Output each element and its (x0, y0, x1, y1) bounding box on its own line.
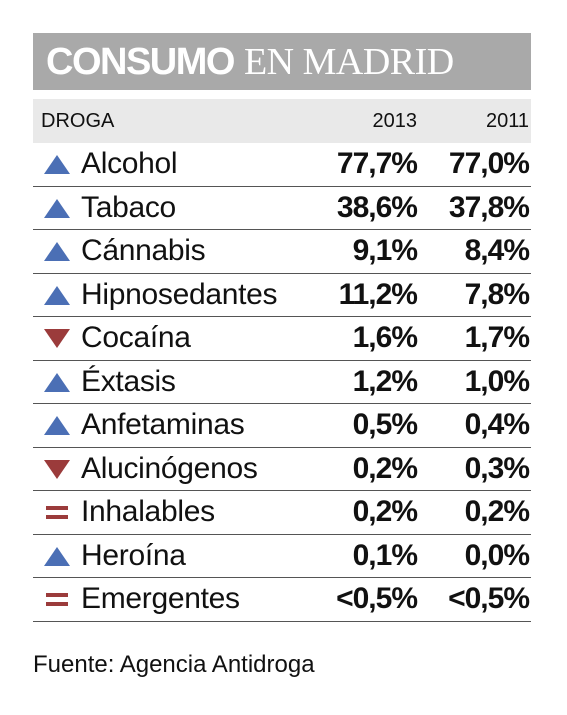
value-2011: 8,4% (464, 234, 530, 268)
trend-indicator (33, 500, 81, 524)
trend-indicator (33, 239, 81, 263)
value-2011: 1,0% (464, 364, 530, 398)
up-triangle-icon (44, 416, 70, 436)
header-2013: 2013 (372, 109, 418, 132)
drug-name: Emergentes (81, 582, 240, 616)
value-2011: 37,8% (448, 190, 530, 224)
value-2011: 0,3% (464, 451, 530, 485)
value-2013: 38,6% (336, 190, 418, 224)
table-row: Éxtasis 1,2% 1,0% (33, 361, 531, 404)
value-2013: 1,6% (352, 321, 418, 355)
value-2011: 0,2% (464, 495, 530, 529)
table-row: Tabaco 38,6% 37,8% (33, 187, 531, 230)
value-2011: 1,7% (464, 321, 530, 355)
value-2013: 0,5% (352, 408, 418, 442)
table-header: DROGA 2013 2011 (33, 99, 531, 143)
header-2011: 2011 (485, 109, 529, 132)
up-triangle-icon (44, 155, 70, 175)
value-2011: 0,4% (464, 408, 530, 442)
value-2011: 0,0% (464, 538, 530, 572)
consumption-table-card: CONSUMO EN MADRID DROGA 2013 2011 Alcoho… (33, 33, 531, 622)
title-bar: CONSUMO EN MADRID (33, 33, 531, 90)
value-2013: 0,2% (352, 495, 418, 529)
table-row: Emergentes <0,5% <0,5% (33, 578, 531, 622)
up-triangle-icon (44, 198, 70, 218)
down-triangle-icon (44, 459, 70, 479)
value-2013: <0,5% (336, 582, 418, 616)
drug-name: Éxtasis (81, 364, 176, 398)
drug-name: Cánnabis (81, 234, 206, 268)
table-body: Alcohol 77,7% 77,0% Tabaco 38,6% 37,8% Cánnabi… (33, 143, 531, 622)
value-2013: 1,2% (352, 364, 418, 398)
trend-indicator (33, 413, 81, 437)
up-triangle-icon (44, 285, 70, 305)
trend-indicator (33, 370, 81, 394)
value-2013: 9,1% (352, 234, 418, 268)
source-note: Fuente: Agencia Antidroga (33, 651, 315, 678)
trend-indicator (33, 196, 81, 220)
title-light: EN MADRID (243, 40, 454, 83)
value-2011: 77,0% (448, 147, 530, 181)
value-2013: 0,2% (352, 451, 418, 485)
drug-name: Hipnosedantes (81, 277, 278, 311)
table-row: Heroína 0,1% 0,0% (33, 535, 531, 578)
up-triangle-icon (44, 546, 70, 566)
drug-name: Inhalables (81, 495, 215, 529)
equal-sign-icon (46, 593, 68, 607)
trend-indicator (33, 587, 81, 611)
equal-sign-icon (46, 506, 68, 520)
trend-indicator (33, 326, 81, 350)
value-2011: 7,8% (464, 277, 530, 311)
table-row: Hipnosedantes 11,2% 7,8% (33, 274, 531, 317)
value-2013: 0,1% (352, 538, 418, 572)
drug-name: Heroína (81, 538, 186, 572)
value-2013: 11,2% (338, 277, 418, 311)
up-triangle-icon (44, 242, 70, 262)
table-row: Inhalables 0,2% 0,2% (33, 491, 531, 535)
title-bold: CONSUMO (46, 40, 235, 83)
drug-name: Cocaína (81, 321, 191, 355)
up-triangle-icon (44, 372, 70, 392)
trend-indicator (33, 283, 81, 307)
header-droga: DROGA (41, 109, 115, 132)
trend-indicator (33, 152, 81, 176)
drug-name: Anfetaminas (81, 408, 245, 442)
table-row: Anfetaminas 0,5% 0,4% (33, 404, 531, 448)
drug-name: Alcohol (81, 147, 178, 181)
down-triangle-icon (44, 329, 70, 349)
drug-name: Alucinógenos (81, 451, 258, 485)
trend-indicator (33, 457, 81, 481)
value-2011: <0,5% (448, 582, 530, 616)
trend-indicator (33, 544, 81, 568)
table-row: Alucinógenos 0,2% 0,3% (33, 448, 531, 491)
value-2013: 77,7% (336, 147, 418, 181)
table-row: Alcohol 77,7% 77,0% (33, 143, 531, 187)
drug-name: Tabaco (81, 190, 176, 224)
table-row: Cocaína 1,6% 1,7% (33, 317, 531, 361)
table-row: Cánnabis 9,1% 8,4% (33, 230, 531, 274)
